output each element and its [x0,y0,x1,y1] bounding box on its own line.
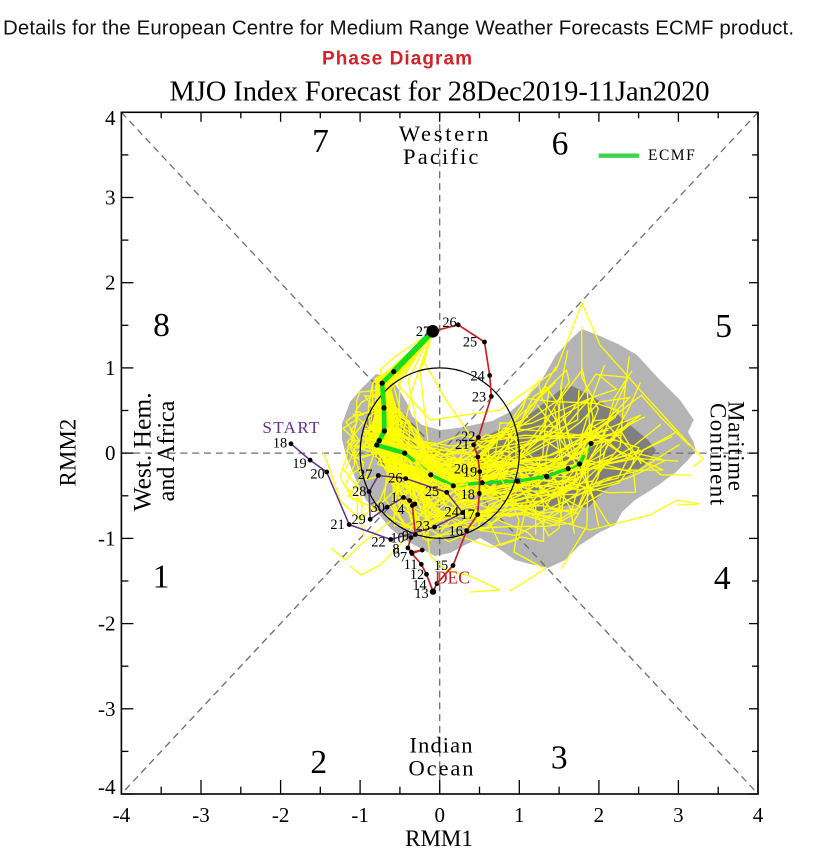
svg-text:-4: -4 [98,775,116,799]
svg-text:-2: -2 [272,803,290,827]
svg-text:8: 8 [153,307,170,344]
svg-text:12: 12 [410,567,424,583]
svg-text:18: 18 [273,436,287,452]
svg-text:25: 25 [425,484,439,500]
svg-text:3: 3 [551,739,568,776]
svg-text:RMM2: RMM2 [56,419,81,487]
svg-text:4: 4 [714,560,731,597]
svg-text:Continent: Continent [706,403,731,506]
svg-text:20: 20 [454,462,468,478]
svg-text:11: 11 [404,557,418,573]
svg-text:-3: -3 [192,803,210,827]
svg-text:-1: -1 [98,526,116,550]
svg-text:17: 17 [461,507,475,523]
svg-text:26: 26 [442,315,456,331]
svg-text:6: 6 [552,126,569,163]
svg-text:8: 8 [392,542,399,558]
svg-text:15: 15 [434,558,448,574]
svg-text:23: 23 [416,518,430,534]
svg-text:21: 21 [330,517,344,533]
svg-text:7: 7 [400,550,407,566]
svg-text:0: 0 [434,803,445,827]
svg-text:29: 29 [351,512,365,528]
svg-text:7: 7 [312,123,329,160]
svg-text:-4: -4 [113,803,131,827]
svg-text:1: 1 [153,558,170,595]
svg-text:27: 27 [416,324,430,340]
svg-text:ECMF: ECMF [648,147,696,164]
svg-text:MJO Index Forecast for 28Dec20: MJO Index Forecast for 28Dec2019-11Jan20… [170,77,710,108]
svg-text:25: 25 [463,335,477,351]
svg-text:6: 6 [393,546,400,562]
svg-text:21: 21 [455,437,469,453]
svg-text:3: 3 [105,186,116,210]
svg-text:27: 27 [358,467,372,483]
svg-text:19: 19 [292,456,306,472]
svg-text:-1: -1 [351,803,369,827]
svg-text:24: 24 [445,505,459,521]
svg-text:28: 28 [352,484,366,500]
svg-text:20: 20 [310,467,324,483]
svg-text:24: 24 [470,369,484,385]
svg-text:START: START [262,418,320,437]
svg-text:and Africa: and Africa [154,400,180,501]
svg-text:4: 4 [397,502,404,518]
svg-text:3: 3 [673,803,684,827]
svg-text:14: 14 [412,578,426,594]
svg-text:Indian: Indian [410,733,473,758]
svg-text:Phase Diagram: Phase Diagram [322,49,472,70]
svg-text:22: 22 [461,429,475,445]
svg-text:10: 10 [390,531,404,547]
svg-text:-3: -3 [98,697,116,721]
svg-text:13: 13 [414,586,428,602]
svg-text:West. Hem.: West. Hem. [128,392,157,511]
svg-text:22: 22 [371,535,385,551]
svg-text:4: 4 [753,803,764,827]
svg-text:9: 9 [402,529,409,545]
svg-text:Ocean: Ocean [409,756,474,781]
svg-text:4: 4 [105,106,116,130]
svg-text:30: 30 [371,500,385,516]
svg-text:23: 23 [472,390,486,406]
svg-text:0: 0 [105,441,116,465]
svg-text:2: 2 [594,803,605,827]
svg-text:Details for the European Centr: Details for the European Centre for Medi… [3,18,794,40]
svg-text:2: 2 [310,744,327,781]
svg-text:5: 5 [715,308,732,345]
svg-text:2: 2 [105,271,116,295]
svg-text:16: 16 [449,524,463,540]
svg-text:1: 1 [391,490,398,506]
svg-text:1: 1 [514,803,525,827]
svg-text:RMM1: RMM1 [405,826,473,851]
svg-text:18: 18 [461,487,475,503]
svg-text:1: 1 [105,356,116,380]
svg-text:DEC: DEC [435,568,470,588]
svg-text:26: 26 [388,470,402,486]
svg-text:19: 19 [463,465,477,481]
svg-text:Maritime: Maritime [724,401,749,491]
svg-text:-2: -2 [98,612,116,636]
